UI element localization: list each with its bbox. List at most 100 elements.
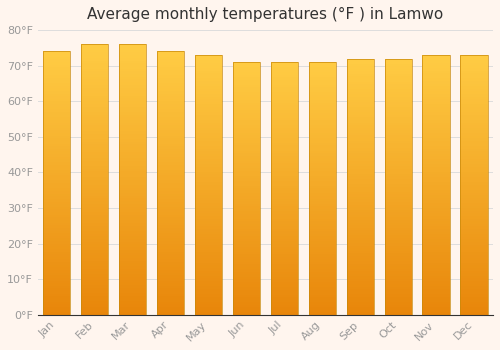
Bar <box>308 279 336 282</box>
Bar <box>233 204 260 206</box>
Bar <box>270 297 298 300</box>
Bar <box>43 117 70 120</box>
Bar <box>195 252 222 255</box>
Bar <box>81 231 108 234</box>
Bar <box>308 285 336 287</box>
Bar <box>195 289 222 292</box>
Bar <box>43 78 70 80</box>
Bar <box>384 297 412 299</box>
Bar <box>422 175 450 177</box>
Bar <box>119 296 146 299</box>
Bar <box>43 175 70 178</box>
Bar <box>157 267 184 270</box>
Title: Average monthly temperatures (°F ) in Lamwo: Average monthly temperatures (°F ) in La… <box>88 7 444 22</box>
Bar <box>157 62 184 65</box>
Bar <box>81 77 108 79</box>
Bar <box>346 102 374 105</box>
Bar <box>195 86 222 89</box>
Bar <box>233 158 260 161</box>
Bar <box>270 259 298 262</box>
Bar <box>119 61 146 63</box>
Bar <box>346 228 374 230</box>
Bar <box>119 74 146 77</box>
Bar <box>157 80 184 83</box>
Bar <box>422 304 450 307</box>
Bar <box>308 62 336 65</box>
Bar <box>81 266 108 269</box>
Bar <box>422 214 450 216</box>
Bar <box>270 135 298 138</box>
Bar <box>81 201 108 204</box>
Bar <box>270 186 298 188</box>
Bar <box>81 228 108 231</box>
Bar <box>346 87 374 89</box>
Bar <box>270 153 298 156</box>
Bar <box>195 156 222 159</box>
Bar <box>270 161 298 163</box>
Bar <box>195 148 222 151</box>
Bar <box>346 271 374 274</box>
Bar <box>81 299 108 301</box>
Bar <box>195 97 222 99</box>
Bar <box>43 65 70 67</box>
Bar <box>119 209 146 212</box>
Bar <box>422 252 450 255</box>
Bar <box>384 120 412 122</box>
Bar <box>308 115 336 118</box>
Bar <box>346 125 374 128</box>
Bar <box>233 297 260 300</box>
Bar <box>195 185 222 188</box>
Bar <box>422 117 450 120</box>
Bar <box>119 244 146 247</box>
Bar <box>308 163 336 166</box>
Bar <box>270 272 298 274</box>
Bar <box>157 91 184 93</box>
Bar <box>460 154 487 156</box>
Bar <box>233 148 260 150</box>
Bar <box>119 236 146 239</box>
Bar <box>233 163 260 166</box>
Bar <box>119 239 146 242</box>
Bar <box>422 138 450 141</box>
Bar <box>308 300 336 302</box>
Bar <box>157 115 184 117</box>
Bar <box>384 77 412 79</box>
Bar <box>43 138 70 141</box>
Bar <box>119 69 146 71</box>
Bar <box>346 212 374 215</box>
Bar <box>270 211 298 214</box>
Bar <box>270 244 298 246</box>
Bar <box>233 234 260 237</box>
Bar <box>460 110 487 112</box>
Bar <box>195 73 222 76</box>
Bar <box>81 96 108 98</box>
Bar <box>460 78 487 81</box>
Bar <box>157 220 184 223</box>
Bar <box>384 292 412 294</box>
Bar <box>157 286 184 288</box>
Bar <box>384 87 412 89</box>
Bar <box>119 304 146 307</box>
Bar <box>195 242 222 245</box>
Bar <box>119 52 146 55</box>
Bar <box>384 225 412 228</box>
Bar <box>43 102 70 104</box>
Bar <box>43 267 70 270</box>
Bar <box>157 72 184 75</box>
Bar <box>422 195 450 198</box>
Bar <box>308 272 336 274</box>
Bar <box>270 194 298 196</box>
Bar <box>81 82 108 85</box>
Bar <box>157 175 184 178</box>
Bar <box>384 79 412 82</box>
Bar <box>119 101 146 104</box>
Bar <box>43 294 70 296</box>
Bar <box>233 88 260 90</box>
Bar <box>157 194 184 196</box>
Bar <box>81 109 108 112</box>
Bar <box>233 92 260 95</box>
Bar <box>81 288 108 290</box>
Bar <box>384 312 412 315</box>
Bar <box>422 250 450 252</box>
Bar <box>43 57 70 59</box>
